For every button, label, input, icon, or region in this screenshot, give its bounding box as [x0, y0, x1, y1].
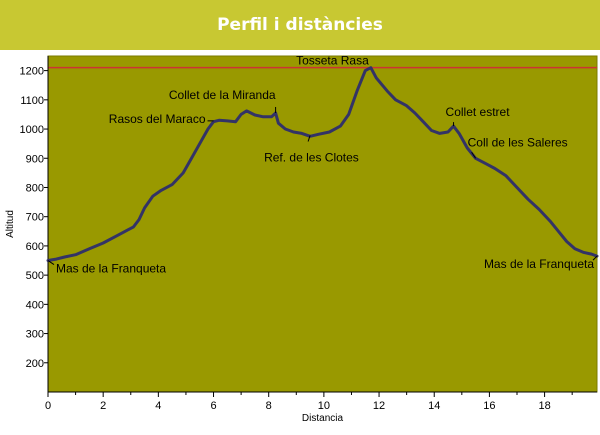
plot-area — [47, 55, 598, 393]
x-tick-label: 2 — [100, 400, 106, 412]
x-tick-label: 10 — [318, 400, 330, 412]
x-axis-label: Distancia — [302, 413, 344, 424]
y-tick-label: 200 — [26, 358, 44, 370]
annotation-label: Ref. de les Clotes — [264, 150, 359, 164]
y-axis-label: Altitud — [5, 210, 16, 238]
y-tick-label: 500 — [26, 270, 44, 282]
y-tick-label: 1000 — [20, 124, 44, 136]
chart-svg: 200 300 400 500 600 700 800 900 1000 1100 1200 0 2 4 6… — [5, 54, 599, 424]
y-tick-label: 300 — [26, 329, 44, 341]
y-tick-label: 700 — [26, 212, 44, 224]
annotation-leader — [471, 151, 477, 159]
annotation-label: Rasos del Maraco — [109, 112, 206, 126]
x-tick-label: 4 — [155, 400, 161, 412]
y-tick-label: 1200 — [20, 66, 44, 78]
y-tick-label: 600 — [26, 241, 44, 253]
annotation-label: Coll de les Saleres — [468, 135, 568, 149]
annotation-label: Mas de la Franqueta — [56, 262, 166, 276]
elevation-chart: 200 300 400 500 600 700 800 900 1000 1100 1200 0 2 4 6… — [0, 50, 600, 430]
annotation-label: Collet estret — [446, 105, 511, 119]
x-tick-label: 12 — [373, 400, 385, 412]
page-title: Perfil i distàncies — [217, 15, 383, 35]
y-tick-label: 1100 — [20, 95, 44, 107]
elevation-series-line — [46, 66, 599, 262]
x-tick-label: 0 — [45, 400, 51, 412]
x-tick-label: 16 — [483, 400, 495, 412]
page-header: Perfil i distàncies — [0, 0, 600, 50]
y-tick-label: 900 — [26, 153, 44, 165]
annotation-leader — [47, 260, 55, 265]
annotation-leader — [307, 135, 311, 142]
annotation-label: Tosseta Rasa — [296, 54, 369, 68]
y-tick-label: 800 — [26, 182, 44, 194]
annotation-leader — [592, 255, 598, 261]
annotation-label: Mas de la Franqueta — [484, 257, 594, 271]
x-tick-label: 18 — [538, 400, 550, 412]
annotation-label: Collet de la Miranda — [169, 88, 276, 102]
x-tick-label: 6 — [210, 400, 216, 412]
x-tick-label: 14 — [428, 400, 440, 412]
y-tick-label: 400 — [26, 299, 44, 311]
x-tick-label: 8 — [266, 400, 272, 412]
